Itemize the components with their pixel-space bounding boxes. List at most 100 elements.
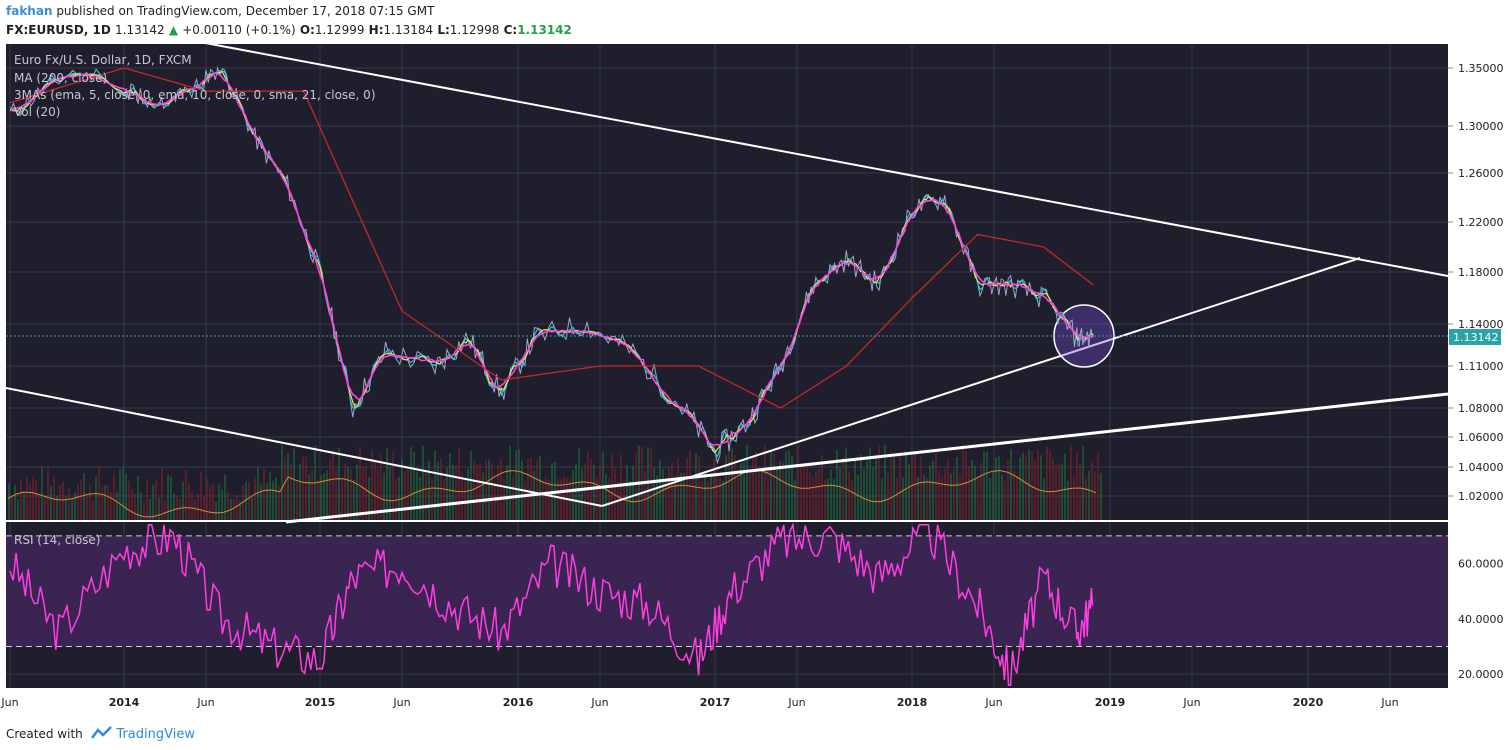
volume-bar — [185, 469, 187, 520]
volume-bar — [101, 485, 103, 520]
trendline — [199, 41, 1449, 277]
volume-bar — [713, 458, 715, 520]
volume-bar — [725, 455, 727, 520]
volume-bar — [1067, 480, 1069, 520]
volume-bar — [680, 472, 682, 520]
price-change: +0.00110 (+0.1%) — [182, 23, 296, 37]
volume-bar — [692, 476, 694, 520]
volume-bar — [1022, 452, 1024, 520]
volume-bar — [614, 466, 616, 520]
volume-bar — [944, 466, 946, 520]
volume-bar — [854, 457, 856, 520]
volume-bar — [452, 464, 454, 520]
volume-bar — [560, 478, 562, 520]
volume-bar — [986, 451, 988, 520]
volume-bar — [68, 488, 70, 520]
volume-bar — [146, 479, 148, 520]
volume-bar — [971, 459, 973, 520]
volume-bar — [437, 461, 439, 520]
volume-bar — [488, 459, 490, 520]
volume-bar — [857, 474, 859, 520]
volume-bar — [485, 460, 487, 520]
volume-bar — [479, 463, 481, 520]
volume-bar — [524, 481, 526, 520]
chart-svg[interactable]: 1.35000 1.30000 1.26000 1.22000 1.18000 1.140… — [0, 41, 1508, 718]
volume-bar — [977, 475, 979, 520]
volume-bar — [587, 452, 589, 520]
volume-bar — [722, 480, 724, 520]
volume-bar — [716, 472, 718, 520]
volume-bar — [1079, 464, 1081, 520]
main-pane-bg — [6, 44, 1448, 520]
volume-bar — [350, 469, 352, 520]
volume-bar — [71, 498, 73, 520]
volume-bar — [476, 464, 478, 520]
volume-bar — [881, 478, 883, 520]
volume-bar — [668, 467, 670, 520]
volume-bar — [821, 455, 823, 520]
ema10-line — [9, 70, 1094, 454]
up-arrow-icon: ▲ — [168, 23, 179, 37]
volume-bar — [518, 449, 520, 520]
volume-bar — [308, 474, 310, 520]
volume-bar — [710, 473, 712, 520]
volume-bar — [608, 478, 610, 520]
volume-bar — [647, 447, 649, 520]
volume-bar — [875, 454, 877, 520]
volume-bar — [815, 471, 817, 520]
publish-info: published on TradingView.com, December 1… — [56, 4, 435, 18]
volume-bar — [809, 472, 811, 520]
legend-vol: Vol (20) — [14, 105, 60, 119]
volume-bar — [1019, 457, 1021, 520]
volume-bar — [158, 497, 160, 520]
volume-bar — [305, 456, 307, 520]
legend-3mas: 3MAs (ema, 5, close, 0, ema, 10, close, … — [14, 88, 376, 102]
volume-bar — [833, 479, 835, 520]
time-tick-label: Jun — [1182, 696, 1200, 709]
volume-bar — [278, 485, 280, 520]
volume-bar — [953, 468, 955, 520]
volume-bar — [968, 466, 970, 520]
volume-bar — [458, 448, 460, 520]
volume-bar — [1061, 464, 1063, 520]
volume-bar — [659, 460, 661, 520]
chart-area[interactable]: 1.35000 1.30000 1.26000 1.22000 1.18000 1.140… — [0, 41, 1508, 718]
volume-bar — [899, 451, 901, 520]
volume-bar — [128, 480, 130, 520]
volume-bar — [257, 467, 259, 520]
volume-bar — [245, 481, 247, 520]
volume-bar — [1043, 478, 1045, 520]
volume-bar — [482, 472, 484, 520]
volume-bar — [1046, 446, 1048, 520]
volume-bar — [662, 468, 664, 520]
tradingview-brand[interactable]: TradingView — [116, 727, 195, 742]
volume-bar — [260, 484, 262, 520]
trendline — [5, 387, 603, 507]
volume-bar — [962, 445, 964, 520]
volume-bar — [317, 480, 319, 520]
volume-bar — [89, 484, 91, 520]
volume-bar — [1031, 451, 1033, 520]
volume-bar — [506, 465, 508, 520]
rsi-band — [6, 535, 1448, 647]
volume-bar — [839, 466, 841, 520]
volume-bar — [950, 473, 952, 520]
volume-bar — [320, 475, 322, 520]
volume-bar — [911, 456, 913, 520]
volume-bar — [446, 467, 448, 520]
volume-bar — [1055, 465, 1057, 520]
volume-bar — [632, 465, 634, 520]
volume-bar — [653, 467, 655, 520]
author-link[interactable]: fakhan — [6, 4, 53, 18]
volume-bar — [1037, 450, 1039, 520]
volume-bar — [341, 478, 343, 520]
price-tick-label: 1.30000 — [1458, 120, 1504, 133]
volume-bar — [1076, 451, 1078, 520]
volume-bar — [179, 498, 181, 520]
volume-bar — [266, 483, 268, 520]
volume-bar — [167, 475, 169, 520]
volume-bar — [203, 495, 205, 520]
volume-bar — [941, 477, 943, 520]
volume-bar — [119, 469, 121, 520]
volume-bar — [803, 467, 805, 520]
